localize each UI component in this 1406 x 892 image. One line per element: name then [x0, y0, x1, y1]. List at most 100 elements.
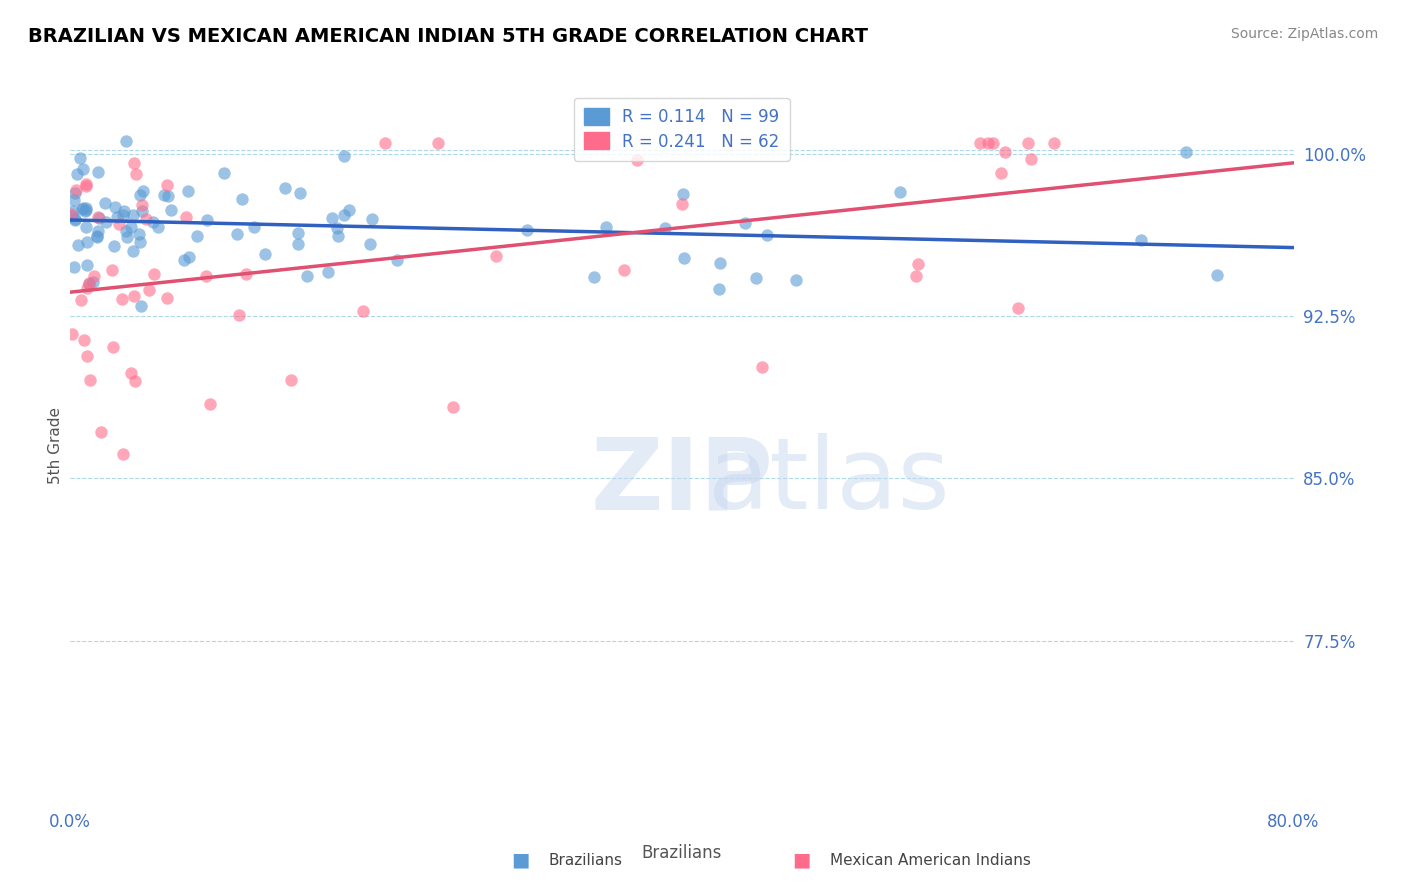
Point: [129, 235, 152, 249]
Point: [75, 177, 97, 191]
Point: [195, 268, 218, 283]
Point: [135, 211, 157, 226]
Point: [198, 397, 221, 411]
Point: [595, 219, 617, 234]
Text: Brazilians: Brazilians: [548, 854, 623, 868]
Point: [75, 202, 97, 217]
Point: [103, 239, 125, 253]
Point: [83, 269, 105, 284]
Point: [104, 200, 127, 214]
Point: [63, 193, 86, 207]
Point: [115, 134, 138, 148]
Point: [243, 219, 266, 234]
Point: [709, 256, 731, 270]
Point: [120, 219, 142, 234]
Point: [177, 184, 200, 198]
Text: ■: ■: [510, 850, 530, 869]
Point: [516, 222, 538, 236]
Point: [76, 281, 98, 295]
Point: [1129, 233, 1152, 247]
Point: [131, 198, 153, 212]
Point: [138, 283, 160, 297]
Point: [235, 268, 257, 282]
Point: [360, 212, 382, 227]
Point: [990, 166, 1012, 180]
Point: [994, 145, 1017, 160]
Point: [128, 227, 150, 241]
Point: [70, 202, 93, 216]
Point: [287, 226, 309, 240]
Point: [1206, 268, 1229, 282]
Point: [1043, 136, 1066, 151]
Legend: R = 0.114   N = 99, R = 0.241   N = 62: R = 0.114 N = 99, R = 0.241 N = 62: [574, 97, 790, 161]
Point: [156, 178, 179, 192]
Point: [63, 186, 86, 200]
Point: [111, 447, 134, 461]
Point: [59, 207, 82, 221]
Point: [751, 359, 773, 374]
Point: [707, 282, 730, 296]
Point: [976, 136, 998, 151]
Point: [76, 235, 98, 250]
Point: [75, 201, 97, 215]
Point: [72, 162, 94, 177]
Point: [131, 184, 153, 198]
Point: [226, 227, 249, 241]
Point: [82, 275, 104, 289]
Point: [75, 178, 97, 193]
Point: [148, 219, 170, 234]
Point: [654, 221, 676, 235]
Point: [734, 216, 756, 230]
Point: [352, 303, 374, 318]
Point: [156, 291, 179, 305]
Point: [94, 196, 117, 211]
Point: [290, 186, 312, 200]
Point: [785, 272, 807, 286]
Point: [131, 204, 153, 219]
Point: [274, 181, 297, 195]
Point: [583, 269, 606, 284]
Point: [79, 373, 101, 387]
Point: [153, 188, 176, 202]
Point: [981, 136, 1004, 151]
Point: [326, 220, 349, 235]
Point: [427, 136, 450, 151]
Point: [142, 215, 165, 229]
Point: [112, 203, 135, 218]
Text: Source: ZipAtlas.com: Source: ZipAtlas.com: [1230, 27, 1378, 41]
Point: [129, 188, 152, 202]
Point: [1017, 136, 1039, 151]
Point: [72, 201, 94, 215]
Point: [86, 229, 108, 244]
Point: [63, 213, 86, 227]
Point: [121, 208, 143, 222]
Point: [120, 366, 142, 380]
Text: Mexican American Indians: Mexican American Indians: [830, 854, 1031, 868]
Point: [75, 219, 97, 234]
Point: [62, 203, 84, 218]
Point: [613, 263, 636, 277]
Point: [122, 156, 145, 170]
Point: [287, 236, 309, 251]
Point: [374, 136, 396, 151]
Point: [60, 327, 83, 342]
Point: [905, 269, 928, 284]
Point: [60, 209, 83, 223]
Point: [385, 253, 408, 268]
Point: [66, 167, 89, 181]
Point: [124, 289, 146, 303]
Point: [671, 196, 693, 211]
Point: [96, 215, 118, 229]
Point: [333, 209, 356, 223]
Point: [124, 374, 146, 388]
Point: [101, 340, 124, 354]
Point: [69, 151, 91, 165]
Point: [129, 299, 152, 313]
Point: [87, 210, 110, 224]
Text: Brazilians: Brazilians: [641, 844, 723, 862]
Point: [333, 148, 356, 162]
Text: ■: ■: [792, 850, 811, 869]
Point: [143, 267, 166, 281]
Point: [76, 258, 98, 272]
Point: [907, 257, 929, 271]
